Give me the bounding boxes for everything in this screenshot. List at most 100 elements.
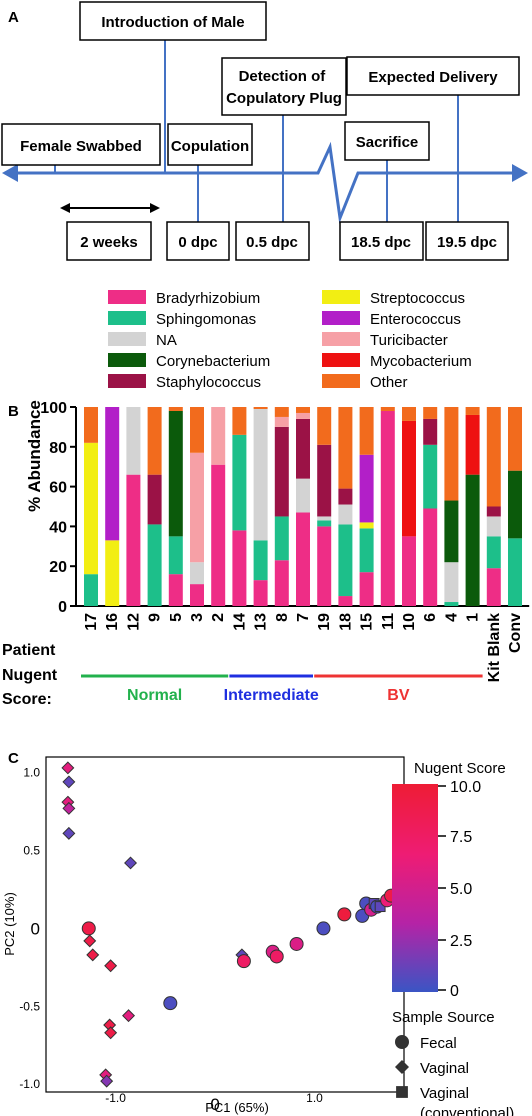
event-box-copulation	[167, 123, 253, 166]
bar-category-label: 18	[337, 613, 354, 631]
bar-stack-12	[126, 407, 141, 606]
bar-segment	[359, 528, 374, 573]
legend-label-staphylococcus: Staphylococcus	[156, 374, 261, 391]
legend-swatch-turicibacter	[322, 332, 360, 346]
bar-segment	[338, 524, 353, 597]
bar-category-label: 17	[83, 613, 100, 631]
bar-y-tick-label: 80	[49, 440, 67, 457]
legend-swatch-bradyrhizobium	[108, 290, 146, 304]
colorbar-tick-label: 10.0	[450, 779, 481, 796]
bar-stack-19	[317, 407, 332, 606]
bar-segment	[147, 474, 162, 525]
bar-y-tick-label: 0	[58, 599, 67, 616]
shape-legend-title: Sample Source	[392, 1009, 495, 1026]
bar-segment	[147, 524, 162, 606]
bar-segment	[338, 596, 353, 606]
bar-category-label: 15	[359, 613, 376, 631]
bar-segment	[465, 474, 480, 606]
bar-segment	[359, 407, 374, 455]
bar-stack-7	[296, 407, 310, 606]
bar-stack-17	[84, 407, 98, 606]
bar-segment	[444, 562, 459, 603]
time-2-weeks: 2 weeks	[80, 234, 138, 251]
timeline-axis	[14, 141, 512, 224]
panel-label-c: C	[8, 750, 19, 767]
legend-swatch-other	[322, 374, 360, 388]
timeline-line	[14, 141, 512, 224]
colorbar-tick-label: 7.5	[450, 829, 472, 846]
scatter-point-diamond	[104, 959, 118, 973]
bar-segment	[190, 452, 204, 563]
bar-y-tick-label: 100	[40, 400, 67, 417]
shape-legend-label-line2: (conventional)	[420, 1105, 514, 1116]
bar-stack-conv	[508, 407, 522, 606]
bar-category-label: 4	[443, 613, 460, 622]
bar-segment	[402, 420, 416, 537]
scatter-x-tick-label: 0	[210, 1095, 219, 1114]
bar-category-labels: 17 16 12 9 5 3 2 14 13 8 7 19 18 15 11 10 6 4 1 Kit Blank Co…	[83, 613, 524, 682]
bar-segment	[444, 602, 459, 606]
bar-category-label: 7	[295, 613, 312, 622]
bar-segment	[147, 407, 162, 475]
scatter-point-diamond	[61, 761, 75, 775]
bar-segment	[317, 520, 332, 527]
scatter-point-diamond	[62, 826, 76, 840]
bar-segment	[105, 407, 120, 541]
bar-stack-11	[380, 407, 395, 606]
panel-label-b: B	[8, 403, 19, 420]
bar-segment	[232, 530, 247, 606]
legend-label-corynebacterium: Corynebacterium	[156, 353, 270, 370]
scatter-axes: -1.0 0 1.0 1.0 0.5 0 -0.5 -1.0	[19, 766, 323, 1114]
event-copulation: Copulation	[171, 138, 249, 155]
bar-segment	[274, 426, 289, 517]
bar-segment	[274, 407, 289, 417]
bar-segment	[444, 407, 459, 501]
event-plug: Detection of Copulatory Plug	[226, 68, 342, 107]
scatter-point-diamond	[86, 948, 100, 962]
bar-segment	[296, 412, 310, 419]
bar-segment	[380, 407, 395, 411]
shape-legend: Fecal Vaginal Vaginal (conventional)	[394, 1035, 514, 1116]
bar-category-label: 8	[274, 613, 291, 622]
bar-segment	[105, 540, 120, 606]
bar-category-label: 12	[125, 613, 142, 631]
legend-label-streptococcus: Streptococcus	[370, 290, 465, 307]
timeline-arrow-right	[512, 164, 528, 182]
bar-stack-5	[168, 407, 183, 606]
event-box-introduction	[79, 1, 267, 41]
bar-segment	[423, 444, 438, 509]
nugent-groups: Normal Intermediate BV	[81, 674, 483, 704]
bar-segment	[423, 418, 438, 445]
bar-segment	[486, 568, 501, 606]
bar-segment	[232, 407, 247, 435]
bar-category-label: 1	[465, 613, 482, 622]
scatter-point-circle	[316, 921, 331, 936]
bar-segment	[211, 464, 226, 606]
legend-label-sphingomonas: Sphingomonas	[156, 311, 256, 328]
bar-segment	[126, 474, 141, 606]
event-delivery: Expected Delivery	[368, 69, 498, 86]
scatter-point-circle	[236, 954, 251, 969]
bar-segment	[338, 504, 353, 525]
scatter-y-tick-label: 1.0	[23, 766, 40, 780]
scatter-x-tick-label: -1.0	[105, 1091, 126, 1105]
bar-segment	[465, 407, 480, 415]
scatter-y-tick-label: 0.5	[23, 843, 40, 857]
bar-stack-2	[211, 407, 226, 606]
bar-stack-10	[402, 407, 416, 606]
colorbar	[392, 784, 438, 992]
bar-segment	[253, 408, 268, 541]
bar-segment	[168, 410, 183, 537]
bar-category-label: Kit Blank	[486, 613, 503, 682]
bar-stack-4	[444, 407, 459, 606]
scatter-y-tick-label: 0	[31, 919, 40, 938]
bar-segment	[423, 508, 438, 606]
bar-segment	[190, 584, 204, 606]
shape-legend-label: Vaginal	[420, 1060, 469, 1077]
colorbar-tick-label: 2.5	[450, 933, 472, 950]
event-sacrifice: Sacrifice	[356, 134, 419, 151]
scatter-point-circle	[269, 949, 284, 964]
bar-segment	[84, 442, 98, 575]
panel-a: A Introduction of Male Female Swabbed	[1, 1, 528, 261]
